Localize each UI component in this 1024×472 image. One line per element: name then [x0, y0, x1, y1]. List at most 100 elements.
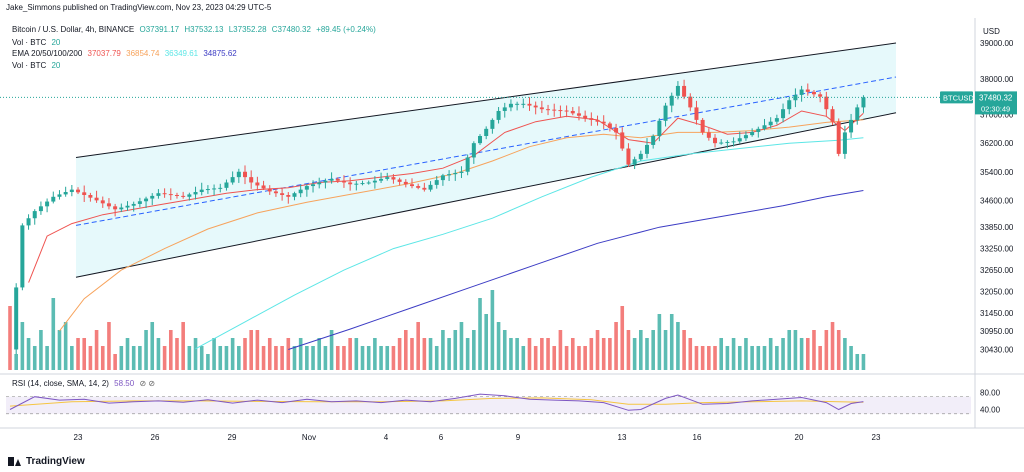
volume-bar [119, 346, 124, 370]
candle-body [502, 107, 507, 111]
candle-body [422, 187, 427, 190]
volume-bar [713, 346, 717, 370]
x-tick-label: 13 [618, 433, 627, 442]
candle-body [558, 110, 563, 112]
volume-bar [88, 346, 93, 370]
candle-body [199, 189, 204, 193]
candle-body [137, 201, 142, 204]
volume-bar [657, 314, 662, 370]
volume-bar [682, 330, 686, 370]
volume-bar [434, 346, 439, 370]
y-tick-label: 32650.00 [980, 266, 1014, 275]
candle-body [181, 195, 186, 197]
candle-body [830, 109, 835, 122]
volume-bar [261, 346, 266, 370]
volume-bars [8, 290, 866, 370]
volume-bar [620, 306, 625, 370]
volume-bar [546, 338, 550, 370]
volume-bar [707, 346, 711, 370]
volume-bar [14, 354, 18, 370]
x-tick-label: 23 [74, 433, 83, 442]
volume-bar [824, 330, 829, 370]
candle-body [440, 175, 445, 181]
candle-body [162, 193, 167, 195]
volume-bar [793, 330, 798, 370]
ema-legend[interactable]: EMA 20/50/100/200 37037.79 36854.74 3634… [12, 49, 240, 58]
candle-body [459, 171, 464, 173]
candle-body [570, 110, 575, 114]
ema20-value: 37037.79 [87, 49, 121, 58]
candle-body [20, 225, 25, 288]
candle-body [317, 182, 322, 185]
volume-bar [799, 338, 804, 370]
volume-bar [719, 338, 724, 370]
volume-bar [750, 346, 754, 370]
candle-body [836, 121, 841, 154]
candle-body [243, 171, 248, 178]
tradingview-logo[interactable]: TradingView [8, 456, 85, 467]
x-tick-label: 23 [872, 433, 881, 442]
close-value: C37480.32 [271, 25, 311, 34]
candle-body [527, 103, 532, 106]
candle-body [434, 180, 439, 185]
vol-legend-2[interactable]: Vol · BTC 20 [12, 61, 63, 70]
tradingview-icon [8, 457, 22, 466]
open-value: O37391.17 [139, 25, 180, 34]
candle-body [818, 94, 823, 97]
high-value: H37532.13 [184, 25, 224, 34]
volume-bar [608, 338, 612, 370]
volume-bar [570, 338, 575, 370]
candle-body [607, 123, 612, 128]
volume-bar [496, 322, 501, 370]
vol-legend-1[interactable]: Vol · BTC 20 [12, 38, 63, 47]
volume-bar [354, 338, 359, 370]
volume-bar [812, 330, 816, 370]
candle-body [731, 141, 736, 143]
candle-body [292, 193, 297, 197]
y-tick-label: 30430.00 [980, 345, 1014, 354]
candle-body [416, 186, 421, 188]
candle-body [261, 185, 266, 189]
volume-bar [781, 338, 785, 370]
candle-body [150, 195, 155, 199]
rsi-settings-icon[interactable]: ⊘ ⊘ [139, 379, 156, 388]
volume-bar [94, 330, 99, 370]
volume-bar [298, 338, 303, 370]
candle-body [57, 194, 62, 197]
volume-bar [447, 338, 451, 370]
candle-body [750, 131, 755, 136]
candle-body [168, 194, 173, 196]
candle-body [385, 177, 390, 179]
candle-body [700, 119, 705, 133]
candle-body [478, 136, 483, 144]
volume-bar [416, 322, 420, 370]
symbol-title[interactable]: Bitcoin / U.S. Dollar, 4h, BINANCE [12, 25, 135, 34]
candle-body [14, 287, 19, 350]
candle-body [249, 177, 254, 183]
volume-bar [348, 338, 352, 370]
candle-body [131, 203, 136, 206]
volume-bar [224, 346, 229, 370]
ema100-value: 36349.61 [164, 49, 199, 58]
volume-bar [360, 346, 365, 370]
candle-body [725, 141, 730, 143]
y-tick-label: 31450.00 [980, 309, 1014, 318]
volume-bar [422, 338, 427, 370]
last-price-tag: BTCUSD 37480.32 02:30:49 [940, 91, 1017, 115]
rsi-line [9, 393, 864, 411]
change-value: +89.45 (+0.24%) [316, 25, 376, 34]
volume-bar [404, 330, 408, 370]
volume-bar [280, 346, 284, 370]
candle-body [861, 97, 866, 108]
candle-body [304, 186, 309, 190]
candle-body [644, 144, 649, 154]
volume-bar [397, 338, 402, 370]
rsi-legend[interactable]: RSI (14, close, SMA, 14, 2) 58.50 ⊘ ⊘ [12, 379, 158, 388]
volume-bar [558, 330, 563, 370]
volume-bar [676, 322, 680, 370]
volume-bar [552, 346, 557, 370]
volume-bar [144, 330, 148, 370]
volume-bar [292, 346, 297, 370]
x-tick-label: 4 [384, 433, 389, 442]
